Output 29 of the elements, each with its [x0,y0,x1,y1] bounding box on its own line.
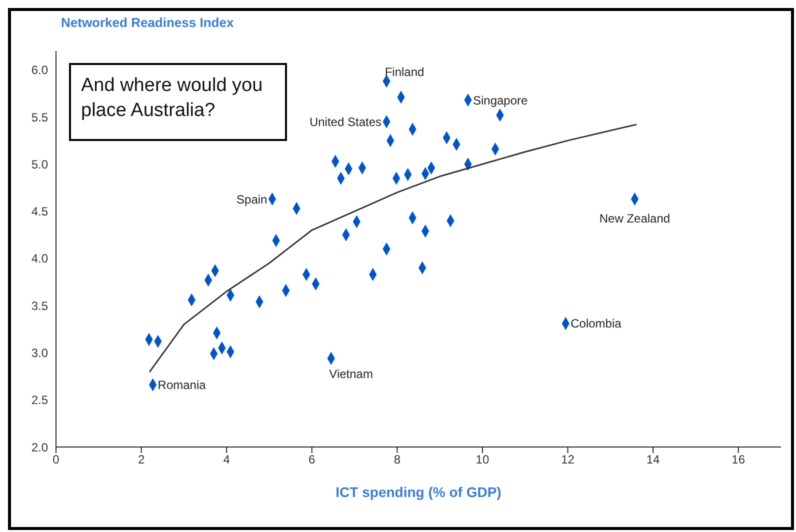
y-tick-label: 3.5 [31,298,48,313]
y-tick-label: 6.0 [31,63,48,78]
y-tick-label: 5.5 [31,110,48,124]
annotation: United States [309,114,382,129]
x-tick-label: 14 [646,452,660,467]
annotation: New Zealand [599,212,670,226]
annotation: Romania [158,378,206,392]
annotation: Singapore [472,93,528,108]
y-tick-label: 5.0 [31,157,48,172]
y-tick-label: 2.5 [31,393,48,408]
annotation: Spain [236,192,268,206]
y-tick-label: 4.0 [31,252,48,266]
annotation: Vietnam [329,366,373,381]
x-tick-label: 10 [476,452,490,467]
y-tick-label: 4.5 [31,204,48,219]
x-tick-label: 0 [52,452,60,467]
x-tick-label: 16 [732,452,746,467]
x-tick-label: 4 [223,452,230,467]
annotation: And where would you place Australia? [69,63,287,141]
x-axis-title: ICT spending (% of GDP) [336,484,502,500]
y-tick-label: 2.0 [31,440,48,454]
annotation: Colombia [570,316,622,331]
x-tick-label: 8 [394,452,401,467]
x-tick-label: 6 [308,452,316,467]
x-tick-label: 2 [138,452,145,467]
annotation: Finland [384,65,424,80]
x-tick-label: 12 [561,452,575,467]
y-tick-label: 3.0 [31,346,48,360]
y-axis-title: Networked Readiness Index [61,15,234,30]
